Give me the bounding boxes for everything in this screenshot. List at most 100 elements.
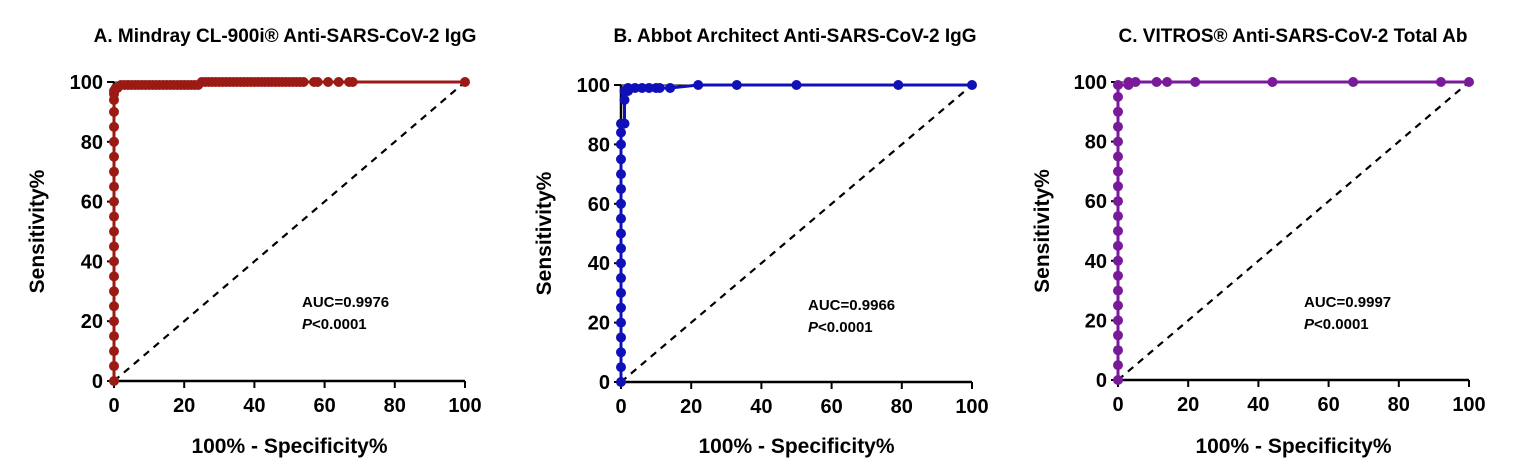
- x-tick-label-a-0: 0: [108, 395, 119, 417]
- y-tick-label-b-20: 20: [588, 313, 610, 335]
- roc-point-a-3: [109, 331, 119, 342]
- y-axis-label-b: Sensitivity%: [533, 171, 556, 295]
- roc-point-b-33: [893, 80, 904, 90]
- roc-point-c-16: [1113, 136, 1123, 147]
- x-tick-label-b-80: 80: [891, 396, 913, 418]
- roc-point-a-10: [109, 226, 119, 237]
- y-tick-label-a-20: 20: [81, 311, 103, 333]
- y-tick-label-c-60: 60: [1085, 191, 1107, 213]
- roc-point-a-0: [109, 376, 119, 386]
- y-tick-label-a-60: 60: [81, 192, 103, 214]
- roc-point-b-23: [623, 82, 634, 93]
- y-tick-label-b-40: 40: [588, 253, 610, 275]
- roc-point-b-29: [665, 82, 676, 93]
- roc-point-a-8: [109, 256, 119, 267]
- roc-point-a-9: [109, 241, 119, 252]
- roc-point-a-18: [109, 106, 119, 117]
- y-tick-label-c-40: 40: [1085, 251, 1107, 273]
- roc-point-a-80: [333, 77, 344, 87]
- roc-point-c-25: [1162, 77, 1173, 87]
- x-tick-label-b-60: 60: [820, 396, 842, 418]
- roc-point-b-34: [967, 80, 977, 90]
- y-tick-label-b-0: 0: [599, 372, 610, 394]
- roc-point-b-11: [616, 213, 626, 224]
- x-tick-label-c-80: 80: [1388, 394, 1410, 416]
- roc-point-b-1: [616, 362, 626, 373]
- x-tick-label-b-40: 40: [750, 396, 772, 418]
- roc-point-c-22: [1123, 77, 1134, 87]
- roc-point-b-19: [619, 118, 630, 129]
- roc-point-b-28: [654, 82, 665, 93]
- p-value-annotation-b: P<0.0001: [808, 319, 873, 336]
- y-tick-label-c-100: 100: [1074, 72, 1107, 94]
- x-tick-label-a-20: 20: [173, 395, 195, 417]
- y-tick-label-c-20: 20: [1085, 310, 1107, 332]
- roc-point-c-2: [1113, 345, 1123, 356]
- roc-point-c-13: [1113, 181, 1123, 192]
- roc-point-c-12: [1113, 196, 1123, 207]
- roc-point-c-14: [1113, 166, 1123, 177]
- roc-point-b-24: [630, 82, 641, 93]
- roc-point-b-30: [693, 80, 704, 90]
- roc-point-b-26: [644, 82, 655, 93]
- roc-point-c-8: [1113, 255, 1123, 266]
- x-tick-label-c-40: 40: [1247, 394, 1269, 416]
- roc-point-b-15: [616, 154, 626, 165]
- roc-point-c-30: [1464, 77, 1474, 87]
- roc-point-b-8: [616, 258, 626, 269]
- reference-diagonal-c: [1117, 81, 1470, 381]
- auc-annotation-b: AUC=0.9966: [808, 297, 895, 314]
- roc-point-b-25: [637, 82, 648, 93]
- x-axis-label-c: 100% - Specificity%: [1195, 435, 1391, 458]
- roc-point-a-82: [347, 77, 358, 87]
- x-tick-label-a-40: 40: [243, 395, 265, 417]
- p-value-number-b: <0.0001: [818, 319, 873, 336]
- panel-c: C. VITROS® Anti-SARS-CoV-2 Total Ab 0 20 40…: [1031, 26, 1486, 458]
- roc-point-b-16: [616, 139, 626, 150]
- roc-point-a-6: [109, 286, 119, 297]
- roc-point-b-12: [616, 198, 626, 209]
- x-tick-label-b-0: 0: [615, 396, 626, 418]
- roc-point-a-1: [109, 361, 119, 372]
- roc-point-a-16: [109, 136, 119, 147]
- panel-b: B. Abbot Architect Anti-SARS-CoV-2 IgG 0 2…: [533, 26, 989, 458]
- roc-point-b-0: [616, 377, 626, 387]
- roc-point-c-17: [1113, 121, 1123, 132]
- x-axis-label-a: 100% - Specificity%: [191, 435, 387, 458]
- roc-point-b-13: [616, 183, 626, 194]
- y-tick-label-c-80: 80: [1085, 132, 1107, 154]
- roc-point-a-79: [323, 77, 334, 87]
- x-tick-label-b-100: 100: [955, 396, 988, 418]
- auc-annotation-a: AUC=0.9976: [302, 294, 389, 311]
- panel-a: A. Mindray CL-900i® Anti-SARS-CoV-2 IgG 0…: [26, 26, 482, 458]
- auc-annotation-c: AUC=0.9997: [1304, 294, 1391, 311]
- y-axis-label-c: Sensitivity%: [1031, 169, 1054, 293]
- roc-point-b-6: [616, 287, 626, 298]
- y-tick-label-b-60: 60: [588, 194, 610, 216]
- roc-point-c-11: [1113, 211, 1123, 222]
- roc-point-b-20: [619, 94, 630, 105]
- roc-point-c-4: [1113, 315, 1123, 326]
- roc-point-c-28: [1348, 77, 1359, 87]
- x-tick-label-c-100: 100: [1452, 394, 1485, 416]
- roc-point-c-7: [1113, 270, 1123, 281]
- y-axis-label-a: Sensitivity%: [26, 169, 49, 293]
- reference-diagonal-a: [113, 81, 466, 382]
- roc-point-c-6: [1113, 285, 1123, 296]
- p-value-symbol-a: P: [302, 316, 313, 333]
- y-tick-label-a-80: 80: [81, 132, 103, 154]
- p-value-number-c: <0.0001: [1314, 316, 1369, 333]
- roc-point-b-31: [731, 80, 742, 90]
- x-axis-label-b: 100% - Specificity%: [698, 435, 894, 458]
- p-value-annotation-a: P<0.0001: [302, 316, 367, 333]
- roc-point-c-26: [1190, 77, 1201, 87]
- roc-point-b-4: [616, 317, 626, 328]
- roc-point-a-83: [460, 77, 470, 87]
- y-tick-label-a-100: 100: [70, 72, 103, 94]
- roc-point-b-17: [616, 127, 626, 138]
- y-tick-label-b-80: 80: [588, 134, 610, 156]
- roc-point-c-18: [1113, 106, 1123, 117]
- roc-point-a-14: [109, 166, 119, 177]
- roc-point-c-3: [1113, 330, 1123, 341]
